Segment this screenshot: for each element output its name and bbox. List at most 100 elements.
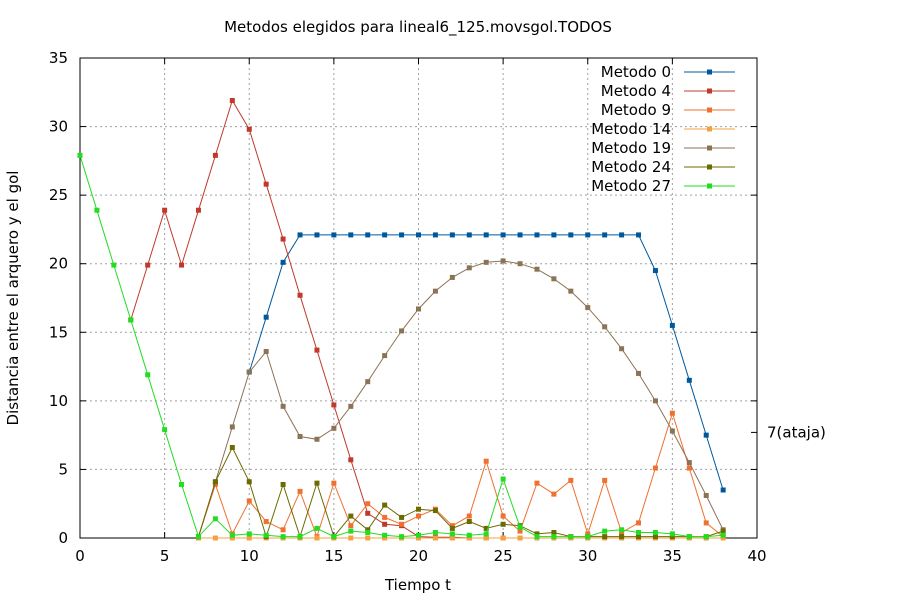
data-point	[212, 535, 218, 541]
data-point	[500, 476, 506, 482]
data-point	[280, 259, 286, 265]
data-point	[212, 516, 218, 522]
x-tick-label: 10	[240, 547, 259, 565]
data-point	[179, 262, 185, 268]
data-point	[432, 530, 438, 536]
data-point	[365, 530, 371, 536]
legend-label: Metodo 19	[591, 139, 671, 157]
data-point	[246, 126, 252, 132]
data-point	[466, 513, 472, 519]
data-point	[449, 274, 455, 280]
legend-swatch-marker	[707, 183, 712, 189]
data-point	[280, 403, 286, 409]
data-point	[636, 534, 642, 540]
x-tick-label: 0	[75, 547, 85, 565]
data-point	[348, 457, 354, 463]
data-point	[382, 353, 388, 359]
data-point	[534, 232, 540, 238]
data-point	[229, 98, 235, 104]
data-point	[331, 402, 337, 408]
data-point	[500, 232, 506, 238]
data-point	[703, 432, 709, 438]
series-metodo-0	[246, 232, 726, 493]
series-metodo-24	[195, 444, 726, 540]
y-tick-label: 35	[49, 49, 68, 67]
data-point	[568, 232, 574, 238]
data-point	[399, 534, 405, 540]
data-point	[348, 513, 354, 519]
data-point	[568, 477, 574, 483]
data-point	[483, 531, 489, 537]
data-point	[365, 501, 371, 507]
data-point	[162, 207, 168, 213]
data-point	[314, 347, 320, 353]
data-point	[246, 535, 252, 541]
data-point	[483, 525, 489, 531]
data-point	[534, 266, 540, 272]
data-point	[432, 535, 438, 541]
data-point	[466, 232, 472, 238]
data-point	[551, 232, 557, 238]
data-point	[348, 232, 354, 238]
data-point	[314, 525, 320, 531]
legend-entry: Metodo 19	[591, 139, 735, 157]
series-group	[77, 98, 726, 541]
data-point	[619, 232, 625, 238]
series-line	[198, 446, 724, 539]
data-point	[585, 232, 591, 238]
x-tick-label: 25	[494, 547, 513, 565]
data-point	[449, 531, 455, 537]
data-point	[686, 465, 692, 471]
data-point	[162, 427, 168, 433]
data-point	[483, 535, 489, 541]
data-point	[619, 530, 625, 536]
annotation-label: 7(ataja)	[767, 423, 826, 441]
legend-label: Metodo 9	[601, 101, 671, 119]
x-tick-label: 20	[409, 547, 428, 565]
data-point	[602, 477, 608, 483]
data-point	[517, 524, 523, 530]
y-tick-label: 15	[49, 323, 68, 341]
data-point	[619, 346, 625, 352]
series-line	[198, 411, 724, 539]
data-point	[348, 403, 354, 409]
data-point	[602, 324, 608, 330]
data-point	[382, 502, 388, 508]
data-point	[348, 528, 354, 534]
data-point	[534, 531, 540, 537]
data-point	[652, 530, 658, 536]
data-point	[585, 531, 591, 537]
data-point	[382, 514, 388, 520]
series-line	[130, 99, 520, 539]
legend-label: Metodo 4	[601, 82, 671, 100]
data-point	[432, 232, 438, 238]
data-point	[195, 207, 201, 213]
data-point	[331, 534, 337, 540]
legend-label: Metodo 0	[601, 63, 671, 81]
data-point	[314, 535, 320, 541]
data-point	[551, 276, 557, 282]
data-point	[382, 535, 388, 541]
data-point	[551, 491, 557, 497]
y-tick-label: 5	[58, 460, 68, 478]
series-metodo-4	[128, 98, 523, 541]
data-point	[229, 532, 235, 538]
data-point	[652, 398, 658, 404]
legend-swatch-marker	[707, 145, 712, 151]
data-point	[686, 534, 692, 540]
data-point	[466, 519, 472, 525]
data-point	[703, 534, 709, 540]
data-point	[365, 379, 371, 385]
data-point	[720, 532, 726, 538]
series-line	[79, 155, 724, 538]
data-point	[365, 232, 371, 238]
x-tick-label: 40	[747, 547, 766, 565]
data-point	[280, 534, 286, 540]
data-point	[449, 232, 455, 238]
series-line	[198, 260, 724, 537]
y-tick-label: 20	[49, 255, 68, 273]
y-tick-label: 30	[49, 118, 68, 136]
data-point	[517, 232, 523, 238]
data-point	[280, 236, 286, 242]
legend-entry: Metodo 14	[591, 120, 735, 138]
